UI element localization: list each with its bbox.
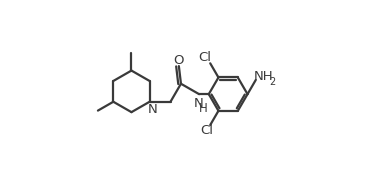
Text: N: N (193, 97, 203, 110)
Text: O: O (174, 54, 184, 67)
Text: NH: NH (254, 70, 273, 83)
Text: Cl: Cl (201, 124, 214, 137)
Text: N: N (148, 103, 158, 116)
Text: 2: 2 (270, 76, 276, 87)
Text: Cl: Cl (198, 51, 211, 64)
Text: H: H (199, 102, 207, 115)
